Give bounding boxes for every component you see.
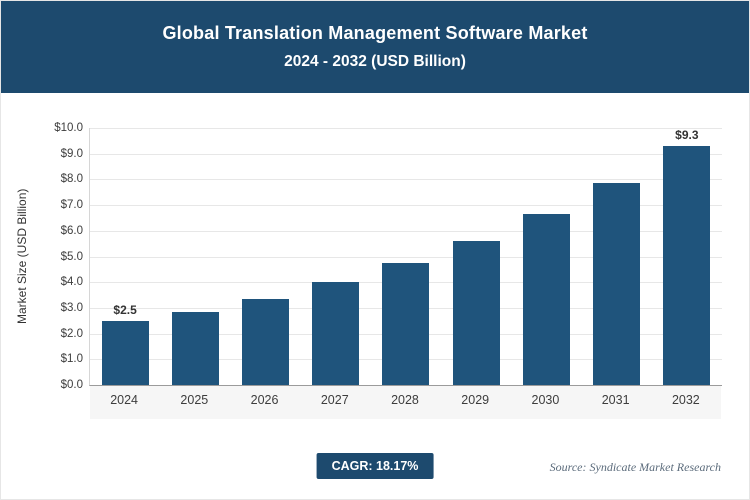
x-axis-labels: 2024 2025 2026 2027 2028 2029 2030 2031 2032 xyxy=(89,393,721,407)
bar-series: $2.5 $9.3 xyxy=(90,128,722,385)
bar-slot-2025 xyxy=(160,128,230,385)
y-tick-label: $9.0 xyxy=(60,147,83,160)
bar-value-label-2032: $9.3 xyxy=(675,128,699,142)
plot-area: $2.5 $9.3 xyxy=(89,128,722,386)
y-tick-label: $3.0 xyxy=(60,301,83,314)
y-tick-label: $6.0 xyxy=(60,224,83,237)
bar-2024 xyxy=(101,320,149,385)
bar-slot-2029 xyxy=(441,128,511,385)
bar-slot-2031 xyxy=(582,128,652,385)
gridline xyxy=(90,179,722,181)
y-tick-label: $7.0 xyxy=(60,199,83,212)
x-axis-label-2032: 2032 xyxy=(671,393,700,407)
bar-2027 xyxy=(312,282,360,385)
gridline xyxy=(90,205,722,207)
bar-2026 xyxy=(242,298,290,385)
x-axis-label-2024: 2024 xyxy=(110,393,139,407)
x-axis-band xyxy=(90,386,721,419)
y-tick-label: $0.0 xyxy=(60,379,83,391)
gridline xyxy=(90,230,722,232)
y-tick-label: $8.0 xyxy=(60,173,83,186)
gridline xyxy=(90,128,722,129)
bar-2028 xyxy=(382,262,430,385)
bar-slot-2028 xyxy=(371,128,441,385)
bar-slot-2032: $9.3 xyxy=(652,128,722,385)
bar-slot-2026 xyxy=(230,128,300,385)
bar-2030 xyxy=(522,214,570,385)
source-text: Source: Syndicate Market Research xyxy=(549,460,721,474)
chart-title: Global Translation Management Software M… xyxy=(162,23,588,43)
y-axis-title: Market Size (USD Billion) xyxy=(15,188,29,325)
x-axis-label-2029: 2029 xyxy=(461,393,490,407)
chart-header: Global Translation Management Software M… xyxy=(1,1,749,93)
gridline xyxy=(90,256,722,258)
x-axis-label-2028: 2028 xyxy=(391,393,419,407)
bar-slot-2027 xyxy=(301,128,371,385)
x-axis-label-2027: 2027 xyxy=(320,393,349,407)
bar-2029 xyxy=(452,241,500,385)
gridline xyxy=(90,153,722,155)
x-axis-label-2026: 2026 xyxy=(250,393,279,407)
y-axis-tick-labels: $0.0 $1.0 $2.0 $3.0 $4.0 $5.0 $6.0 $7.0 $8.0 $9.0… xyxy=(41,122,83,391)
x-axis-label-2031: 2031 xyxy=(601,393,630,407)
bar-slot-2030 xyxy=(511,128,581,385)
bar-2031 xyxy=(593,183,641,385)
x-axis-label-2030: 2030 xyxy=(531,393,560,407)
y-tick-label: $1.0 xyxy=(60,353,83,366)
y-tick-label: $5.0 xyxy=(60,250,83,263)
bar-value-label-2024: $2.5 xyxy=(113,302,137,317)
y-tick-label: $10.0 xyxy=(54,122,83,134)
x-axis-label-2025: 2025 xyxy=(180,393,209,407)
bar-2032 xyxy=(663,146,711,385)
cagr-label: CAGR: 18.17% xyxy=(331,459,419,473)
bar-slot-2024: $2.5 xyxy=(90,128,160,385)
chart-subtitle: 2024 - 2032 (USD Billion) xyxy=(284,53,466,70)
cagr-badge: CAGR: 18.17% xyxy=(316,453,434,479)
y-tick-label: $4.0 xyxy=(60,276,83,289)
bar-2025 xyxy=(171,311,219,385)
y-tick-label: $2.0 xyxy=(60,327,83,340)
